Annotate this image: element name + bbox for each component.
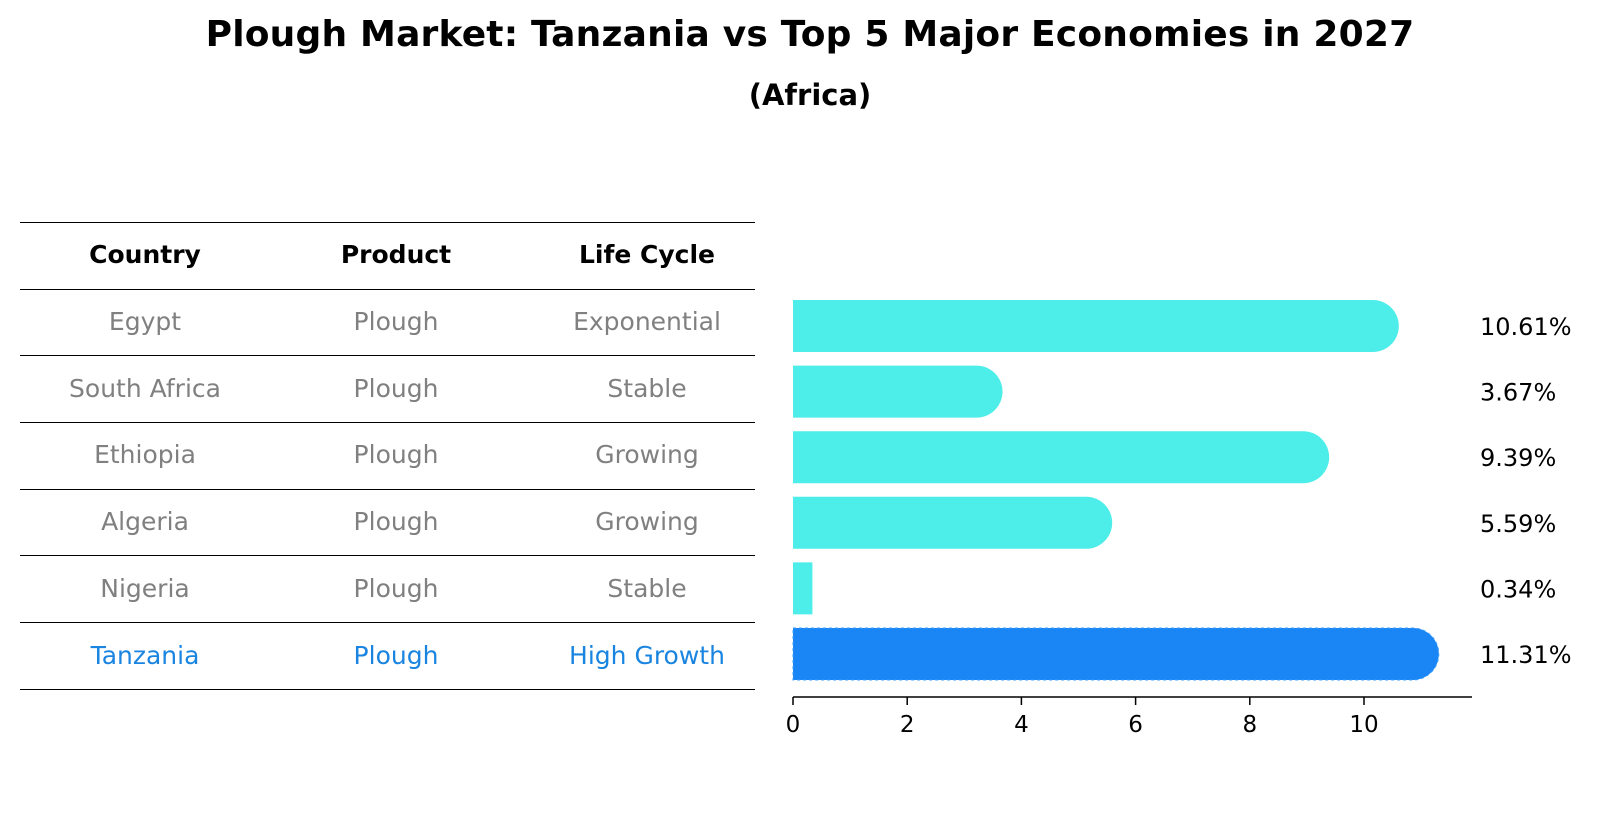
table-cell-country: Nigeria bbox=[100, 573, 190, 603]
table-rule bbox=[20, 289, 755, 290]
bar-south-africa bbox=[793, 365, 1003, 418]
table-cell-product: Plough bbox=[353, 440, 439, 470]
bar-value-label: 3.67% bbox=[1480, 379, 1556, 407]
table-rule bbox=[20, 222, 755, 223]
table-cell-life-cycle: Stable bbox=[607, 573, 687, 603]
table-rule bbox=[20, 489, 755, 490]
chart-subtitle: (Africa) bbox=[748, 78, 872, 112]
bar-value-label: 10.61% bbox=[1480, 313, 1572, 341]
table-cell-life-cycle: Growing bbox=[595, 440, 699, 470]
table-cell-country: South Africa bbox=[69, 373, 221, 403]
table-cell-product: Plough bbox=[353, 640, 439, 670]
bar-value-label: 0.34% bbox=[1480, 575, 1556, 603]
table-cell-country: Ethiopia bbox=[94, 440, 196, 470]
bar-value-label: 9.39% bbox=[1480, 444, 1556, 472]
x-tick-label: 6 bbox=[1128, 712, 1143, 738]
bar-value-label: 11.31% bbox=[1480, 641, 1572, 669]
x-tick-label: 2 bbox=[900, 712, 915, 738]
table-cell-country: Egypt bbox=[108, 307, 182, 336]
bar-value-label: 5.59% bbox=[1480, 510, 1556, 538]
table-cell-product: Plough bbox=[353, 373, 439, 403]
table-header-cell: Country bbox=[89, 240, 201, 269]
x-tick-label: 10 bbox=[1349, 712, 1378, 738]
table-header-cell: Product bbox=[340, 240, 452, 269]
bar-ethiopia bbox=[793, 431, 1330, 484]
table-header-cell: Life Cycle bbox=[578, 240, 716, 269]
bar-algeria bbox=[793, 496, 1113, 549]
table-cell-life-cycle: Exponential bbox=[573, 307, 721, 336]
table-cell-product: Plough bbox=[353, 307, 439, 336]
table-cell-product: Plough bbox=[353, 573, 439, 603]
x-tick-label: 0 bbox=[786, 712, 801, 738]
bar-tanzania bbox=[792, 627, 1440, 681]
table-cell-country: Algeria bbox=[101, 507, 189, 537]
table-cell-life-cycle: Growing bbox=[595, 507, 699, 537]
table-cell-life-cycle: High Growth bbox=[569, 640, 725, 670]
bar-egypt bbox=[793, 300, 1399, 352]
table-cell-country: Tanzania bbox=[90, 640, 200, 670]
table-cell-life-cycle: Stable bbox=[607, 373, 687, 403]
table-rule bbox=[20, 622, 755, 623]
chart-title: Plough Market: Tanzania vs Top 5 Major E… bbox=[205, 14, 1415, 55]
x-tick-label: 4 bbox=[1014, 712, 1029, 738]
table-rule bbox=[20, 555, 755, 556]
x-tick-label: 8 bbox=[1242, 712, 1257, 738]
table-rule bbox=[20, 689, 755, 690]
table-rule bbox=[20, 422, 755, 423]
bar-nigeria bbox=[793, 562, 813, 615]
table-cell-product: Plough bbox=[353, 507, 439, 537]
table-rule bbox=[20, 355, 755, 356]
